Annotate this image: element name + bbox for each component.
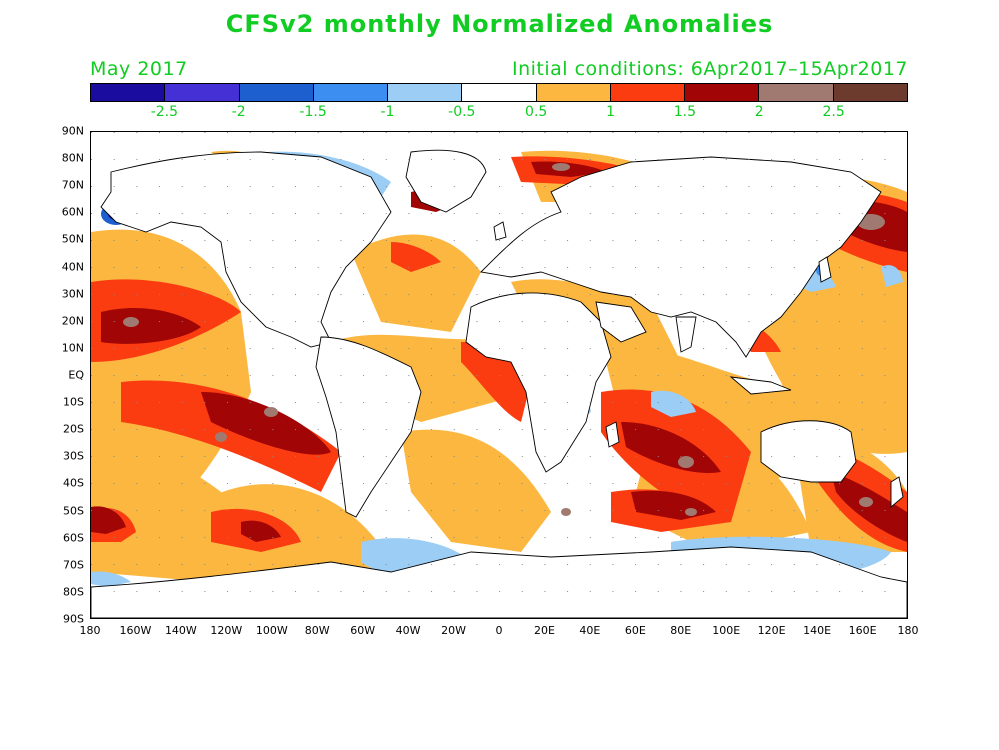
longitude-label: 160W bbox=[119, 624, 152, 637]
longitude-label: 40W bbox=[395, 624, 421, 637]
colorbar-swatch bbox=[239, 84, 314, 101]
longitude-label: 120E bbox=[757, 624, 786, 637]
longitude-label: 180 bbox=[79, 624, 101, 637]
latitude-label: 30N bbox=[61, 287, 84, 301]
graticule bbox=[91, 132, 907, 618]
latitude-label: 50N bbox=[61, 232, 84, 246]
latitude-label: 20S bbox=[63, 422, 84, 436]
latitude-label: 70S bbox=[63, 558, 84, 572]
longitude-label: 120W bbox=[210, 624, 243, 637]
latitude-label: 10S bbox=[63, 395, 84, 409]
initial-conditions-label: Initial conditions: 6Apr2017–15Apr2017 bbox=[511, 58, 908, 80]
colorbar-swatch bbox=[165, 84, 240, 101]
colorbar-tick-label: 0.5 bbox=[525, 104, 548, 120]
longitude-label: 60E bbox=[624, 624, 646, 637]
longitude-label: 20E bbox=[533, 624, 555, 637]
colorbar-tick-label: -2.5 bbox=[150, 104, 179, 120]
colorbar-tick-label: -1 bbox=[380, 104, 395, 120]
latitude-label: 40S bbox=[63, 476, 84, 490]
colorbar-tick-label: 2.5 bbox=[822, 104, 845, 120]
colorbar-tick-label: -2 bbox=[231, 104, 246, 120]
colorbar-swatch bbox=[536, 84, 611, 101]
colorbar-swatch bbox=[685, 84, 760, 101]
longitude-label: 20W bbox=[441, 624, 466, 637]
colorbar-tick-label: 1.5 bbox=[673, 104, 697, 120]
anomaly-map bbox=[90, 131, 908, 619]
longitude-label: 0 bbox=[495, 624, 503, 637]
latitude-label: 80N bbox=[61, 151, 84, 165]
latitude-label: 60N bbox=[61, 205, 84, 219]
longitude-label: 140E bbox=[803, 624, 832, 637]
latitude-label: 90N bbox=[61, 124, 84, 138]
longitude-label: 40E bbox=[579, 624, 601, 637]
anomaly-map-svg bbox=[91, 132, 907, 618]
longitude-label: 80W bbox=[304, 624, 330, 637]
latitude-label: 60S bbox=[63, 531, 84, 545]
latitude-label: 30S bbox=[63, 449, 84, 463]
colorbar-tick-label: 1 bbox=[606, 104, 615, 120]
latitude-label: 40N bbox=[61, 260, 84, 274]
colorbar-swatch bbox=[833, 84, 907, 101]
longitude-label: 180 bbox=[897, 624, 919, 637]
latitude-label: 20N bbox=[61, 314, 84, 328]
colorbar-swatch bbox=[388, 84, 463, 101]
valid-period-label: May 2017 bbox=[90, 58, 188, 80]
colorbar-swatch bbox=[91, 84, 166, 101]
colorbar-tick-label: -0.5 bbox=[448, 104, 476, 120]
latitude-label: 90S bbox=[63, 612, 84, 626]
latitude-label: EQ bbox=[68, 368, 84, 382]
longitude-label: 160E bbox=[848, 624, 877, 637]
latitude-label: 80S bbox=[63, 585, 84, 599]
longitude-label: 140W bbox=[164, 624, 197, 637]
colorbar-tick-label: -1.5 bbox=[299, 104, 327, 120]
longitude-label: 100E bbox=[712, 624, 741, 637]
colorbar-swatch bbox=[313, 84, 389, 101]
longitude-label: 80E bbox=[670, 624, 692, 637]
colorbar-swatch bbox=[462, 84, 537, 101]
longitude-label: 60W bbox=[350, 624, 376, 637]
colorbar-swatch bbox=[759, 84, 834, 101]
colorbar bbox=[90, 83, 908, 102]
longitude-label: 100W bbox=[255, 624, 288, 637]
latitude-label: 50S bbox=[63, 504, 84, 518]
latitude-label: 10N bbox=[61, 341, 84, 355]
latitude-label: 70N bbox=[61, 178, 84, 192]
map-title: CFSv2 monthly Normalized Anomalies bbox=[225, 10, 774, 38]
colorbar-tick-label: 2 bbox=[754, 104, 764, 120]
colorbar-swatch bbox=[610, 84, 686, 101]
